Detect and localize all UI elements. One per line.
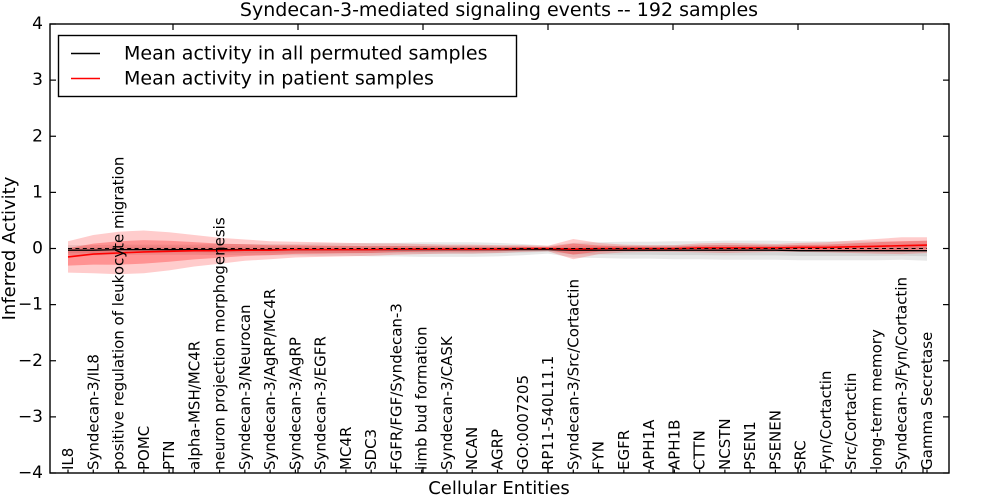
y-tick-label: −2	[18, 351, 43, 371]
x-tick-label: PSENEN	[766, 410, 784, 470]
x-tick-label: Syndecan-3/IL8	[84, 354, 102, 470]
y-tick-label: −1	[18, 295, 43, 315]
x-tick-label: FYN	[590, 441, 608, 470]
patient-band-inner	[68, 240, 927, 266]
x-tick-label: POMC	[135, 426, 153, 470]
x-tick-label: positive regulation of leukocyte migrati…	[110, 157, 128, 470]
y-tick-label: −4	[18, 463, 43, 483]
chart-title: Syndecan-3-mediated signaling events -- …	[240, 0, 758, 21]
axes-spines	[49, 23, 950, 474]
y-tick-labels: 4 3 2 1 0 −1 −2 −3 −4	[18, 14, 43, 483]
legend-box	[57, 34, 518, 98]
x-tick-label: GO:0007205	[514, 375, 532, 470]
x-tick-label: NCAN	[463, 427, 481, 470]
x-tick-label: neuron projection morphogenesis	[211, 217, 229, 470]
x-tick-label: Syndecan-3/Fyn/Cortactin	[893, 277, 911, 470]
x-tick-label: SDC3	[362, 429, 380, 470]
patient-mean-line	[67, 244, 928, 258]
x-tick-label: SRC	[792, 440, 810, 470]
x-tick-label: PSEN1	[741, 421, 759, 470]
y-tick-label: 3	[32, 70, 43, 90]
legend-label-permuted: Mean activity in all permuted samples	[124, 43, 487, 65]
permuted-band-outer	[68, 240, 927, 261]
x-tick-label: limb bud formation	[413, 327, 431, 470]
x-tick-label: APH1A	[640, 419, 658, 470]
legend-label-patient: Mean activity in patient samples	[124, 68, 434, 90]
y-axis-label: Inferred Activity	[0, 176, 20, 320]
y-tick-label: 0	[32, 239, 43, 259]
x-tick-label: FGFR/FGF/Syndecan-3	[387, 303, 405, 470]
x-tick-label: CTTN	[691, 430, 709, 470]
x-tick-label: Gamma Secretase	[918, 332, 936, 470]
x-tick-labels: IL8 Syndecan-3/IL8 positive regulation of …	[59, 157, 936, 470]
legend: Mean activity in all permuted samples Me…	[57, 34, 518, 98]
x-tick-label: IL8	[59, 448, 77, 470]
y-tick-label: −3	[18, 407, 43, 427]
patient-band-outer	[68, 230, 927, 275]
x-tick-label: APH1B	[665, 420, 683, 470]
x-tick-label: long-term memory	[868, 329, 886, 470]
x-tick-label: Syndecan-3/CASK	[438, 335, 456, 470]
x-tick-label: PTN	[160, 441, 178, 470]
x-axis-label: Cellular Entities	[428, 478, 570, 499]
y-tick-label: 4	[32, 14, 43, 34]
y-tick-label: 2	[32, 126, 43, 146]
x-tick-label: EGFR	[615, 430, 633, 470]
x-tick-label: MC4R	[337, 427, 355, 470]
x-tick-label: AGRP	[489, 429, 507, 470]
x-tick-label: NCSTN	[716, 418, 734, 470]
x-tick-label: Syndecan-3/EGFR	[312, 336, 330, 470]
x-tick-label: Syndecan-3/AgRP	[286, 337, 304, 470]
x-tick-label: Syndecan-3/AgRP/MC4R	[261, 289, 279, 470]
x-tick-label: alpha-MSH/MC4R	[185, 341, 203, 470]
x-tick-label: Syndecan-3/Neurocan	[236, 304, 254, 470]
x-tick-label: RP11-540L11.1	[539, 356, 557, 470]
x-tick-label: Src/Cortactin	[842, 373, 860, 470]
series-lines	[67, 244, 928, 258]
y-tick-label: 1	[32, 182, 43, 202]
x-tick-label: Syndecan-3/Src/Cortactin	[564, 279, 582, 470]
x-tick-label: Fyn/Cortactin	[817, 371, 835, 470]
